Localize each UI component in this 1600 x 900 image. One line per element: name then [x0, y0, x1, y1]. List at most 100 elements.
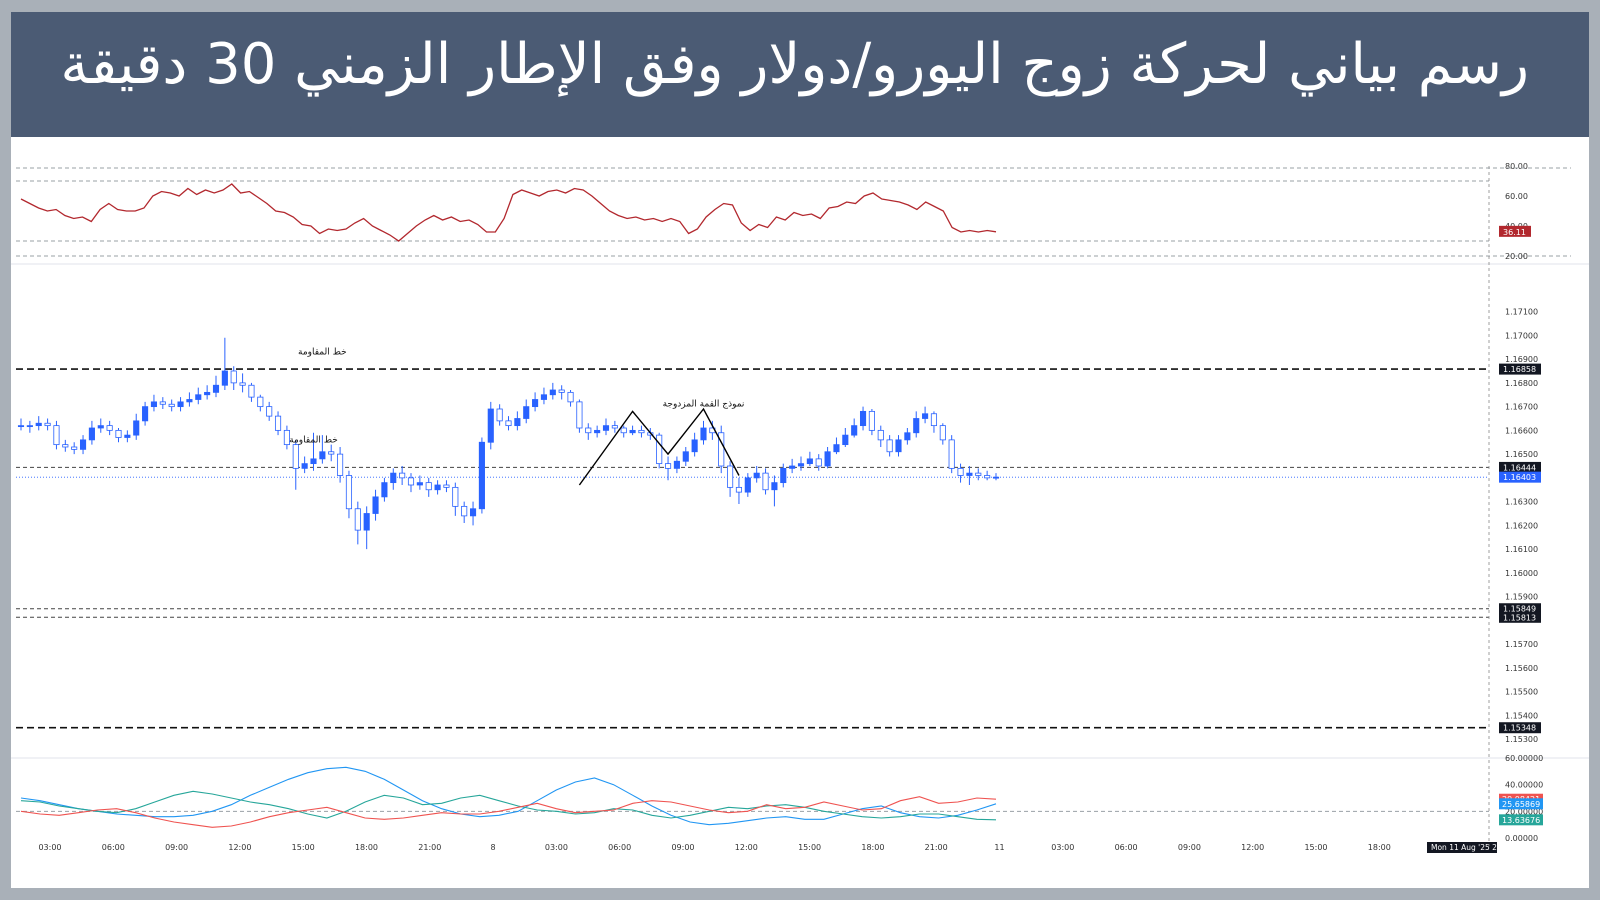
candle-body: [212, 384, 220, 393]
candle-body: [656, 434, 663, 465]
candle-body: [904, 432, 911, 441]
price-label: 1.16444: [1503, 463, 1536, 472]
candle-body: [266, 406, 273, 417]
time-tick-label: 21:00: [418, 843, 441, 852]
candle-body: [443, 484, 450, 488]
price-label-badge: [1499, 611, 1541, 623]
candle-body: [691, 439, 698, 453]
time-tick-label: 12:00: [1241, 843, 1264, 852]
crosshair-time-badge: [1427, 842, 1497, 853]
candle-body: [868, 410, 875, 431]
candle-body: [913, 418, 920, 434]
time-tick-label: 21:00: [925, 843, 948, 852]
candle-body: [115, 429, 122, 438]
banner-title: رسم بياني لحركة زوج اليورو/دولار وفق الإ…: [60, 32, 1529, 97]
candle-body: [833, 444, 840, 453]
candle-body: [806, 458, 813, 465]
price-tick-label: 1.16600: [1505, 426, 1538, 435]
price-tick-label: 1.16100: [1505, 545, 1538, 554]
candle-body: [514, 418, 521, 427]
candle-body: [700, 427, 707, 441]
candle-body: [434, 484, 441, 491]
candle-body: [851, 425, 858, 436]
candle-body: [842, 434, 849, 446]
candle-body: [133, 420, 140, 436]
candle-body: [824, 451, 831, 467]
candle-body: [744, 477, 751, 493]
price-tick-label: 1.16800: [1505, 379, 1538, 388]
candle-body: [372, 496, 379, 514]
dmi-line-minus_di: [20, 796, 997, 828]
candle-body: [168, 403, 175, 408]
candle-body: [540, 394, 548, 400]
price-label-badge: [1499, 363, 1541, 375]
candle-body: [26, 425, 33, 428]
time-tick-label: 06:00: [608, 843, 631, 852]
candle-body: [957, 467, 964, 476]
candle-body: [992, 476, 1000, 479]
dmi-pane: 60.0000040.0000020.000000.0000029.084212…: [16, 754, 1543, 843]
candle-body: [337, 453, 344, 476]
candle-body: [505, 420, 512, 427]
candle-body: [594, 429, 601, 434]
chart-annotation: خط المقاومة: [298, 347, 347, 357]
candle-body: [487, 408, 494, 443]
price-pane[interactable]: 1.17100 1.17000 1.16900 1.16800 1.16700 1.166…: [11, 308, 1589, 759]
candle-body: [381, 482, 388, 498]
candle-body: [948, 439, 955, 469]
candle-body: [930, 413, 938, 427]
candle-body: [425, 482, 432, 491]
candle-body: [44, 422, 51, 427]
price-label: 1.16858: [1503, 365, 1536, 374]
candle-body: [62, 444, 69, 448]
candle-body: [886, 439, 893, 453]
candle-body: [664, 463, 672, 469]
chart-annotation: خط المقاومة: [289, 435, 338, 445]
time-tick-label: 03:00: [1051, 843, 1074, 852]
price-tick-label: 1.16500: [1505, 450, 1538, 459]
price-label-badge: [1499, 603, 1541, 615]
candle-body: [186, 399, 193, 403]
candle-body: [718, 432, 725, 467]
price-label: 1.15849: [1503, 605, 1536, 614]
rsi-tick-label: 80.00: [1505, 162, 1528, 171]
candle-body: [301, 463, 308, 469]
candle-body: [204, 391, 211, 396]
candle-body: [124, 434, 131, 438]
time-tick-label: 12:00: [735, 843, 758, 852]
candle-body: [221, 370, 228, 386]
price-label: 1.15348: [1503, 724, 1536, 733]
candle-body: [620, 427, 627, 434]
candle-body: [478, 441, 485, 510]
candle-body: [274, 415, 282, 431]
candle-body: [859, 410, 867, 427]
price-label-badge: [1499, 722, 1541, 734]
price-tick-label: 1.15900: [1505, 593, 1538, 602]
price-label: 1.16403: [1503, 473, 1536, 482]
candle-body: [797, 463, 805, 467]
rsi-tick-label: 20.00: [1505, 252, 1528, 261]
candle-body: [292, 444, 299, 469]
candle-body: [567, 391, 574, 403]
candle-body: [452, 486, 459, 507]
time-axis[interactable]: 03:00 06:00 09:00 12:00 15:00 18:00 21:00 8 03:0…: [38, 842, 1514, 853]
candle-body: [753, 472, 760, 479]
time-tick-label: 03:00: [545, 843, 568, 852]
chart-annotation: نموذج القمة المزدوجة: [663, 400, 745, 410]
chart-overlays: [16, 166, 1571, 846]
dmi-tick-label: 40.00000: [1505, 781, 1543, 790]
candle-body: [727, 465, 734, 488]
candle-body: [106, 425, 113, 431]
candle-body: [771, 482, 778, 491]
candle-body: [230, 370, 237, 384]
time-tick-label: 06:00: [1115, 843, 1138, 852]
candle-body: [195, 394, 202, 400]
candle-body: [79, 439, 87, 450]
candle-body: [142, 406, 149, 422]
rsi-value-label: 36.11: [1503, 228, 1526, 237]
candle-body: [673, 460, 680, 469]
candle-body: [248, 384, 255, 398]
dmi-value-badge: [1499, 814, 1543, 826]
time-tick-label: 8: [491, 843, 496, 852]
